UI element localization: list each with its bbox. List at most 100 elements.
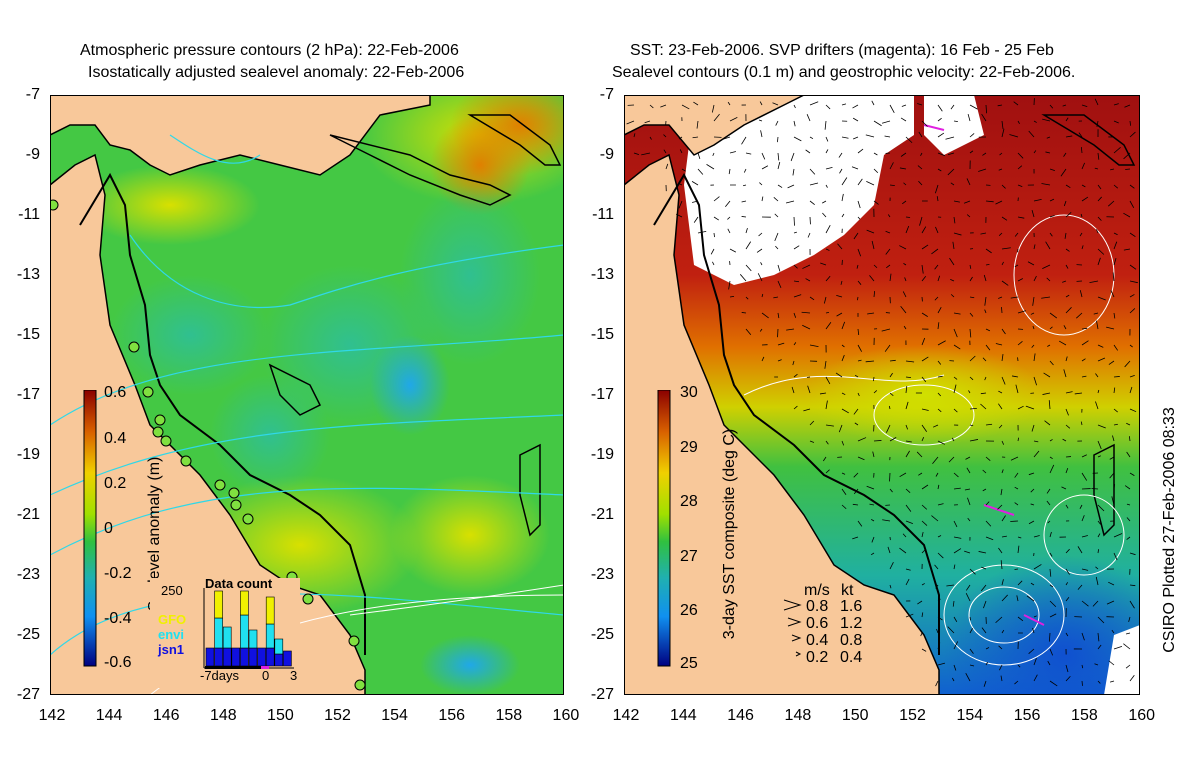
speed-kt: 1.2: [840, 615, 863, 632]
velocity-vector: [937, 360, 942, 365]
velocity-vector: [997, 104, 1003, 107]
sst-tick: 28: [680, 493, 698, 510]
velocity-vector: [964, 550, 971, 554]
velocity-vector: [985, 661, 988, 666]
velocity-vector: [1065, 212, 1072, 218]
velocity-vector: [1125, 632, 1131, 635]
velocity-vector: [866, 485, 875, 490]
velocity-vector: [692, 136, 699, 139]
velocity-vector: [693, 101, 699, 106]
velocity-vector: [963, 200, 971, 204]
velocity-vector: [1109, 456, 1115, 460]
velocity-vector: [1096, 320, 1099, 330]
velocity-vector: [1032, 325, 1035, 330]
velocity-vector: [921, 337, 926, 346]
velocity-vector: [697, 230, 707, 234]
velocity-vector: [1046, 136, 1051, 139]
velocity-vector: [873, 120, 882, 127]
velocity-vector: [852, 536, 859, 540]
velocity-vector: [872, 451, 875, 458]
velocity-vector: [1065, 408, 1069, 416]
velocity-vector: [775, 120, 779, 126]
velocity-vector: [809, 168, 816, 175]
latitude-tick-label: -21: [16, 506, 40, 523]
velocity-vector: [969, 328, 972, 338]
longitude-tick-label: 148: [784, 707, 812, 724]
velocity-vector: [873, 168, 879, 174]
velocity-vector: [1097, 504, 1105, 512]
speed-ms: 0.8: [806, 598, 829, 615]
velocity-vector: [969, 664, 975, 667]
velocity-vector: [857, 328, 860, 336]
histogram-bar-jsn1: [231, 647, 241, 667]
velocity-vector: [802, 324, 811, 330]
velocity-vector: [1080, 213, 1083, 218]
velocity-vector: [995, 343, 1003, 346]
velocity-vector: [953, 120, 958, 122]
velocity-vector: [1129, 584, 1136, 587]
velocity-vector: [889, 584, 892, 589]
velocity-vector: [965, 584, 971, 591]
latitude-tick-label: -15: [590, 326, 614, 343]
latitude-tick-label: -13: [16, 266, 40, 283]
velocity-vector: [1113, 312, 1116, 319]
velocity-vector: [953, 216, 956, 224]
histogram-bar-jsn1: [214, 647, 223, 667]
velocity-vector: [1030, 312, 1035, 315]
latitude-tick-label: -7: [25, 86, 40, 103]
velocity-vector: [937, 132, 945, 138]
velocity-vector: [806, 114, 811, 122]
longitude-tick-label: 150: [841, 707, 869, 724]
velocity-vector: [969, 568, 976, 575]
velocity-vector: [825, 248, 830, 251]
velocity-vector: [998, 664, 1003, 671]
velocity-vector: [803, 408, 811, 412]
velocity-vector: [983, 274, 987, 282]
velocity-vector: [1129, 294, 1135, 298]
velocity-vector: [984, 376, 987, 381]
velocity-vector: [980, 403, 987, 410]
velocity-vector: [853, 472, 859, 478]
velocity-vector: [889, 359, 896, 362]
inset-ymax: 250: [161, 583, 183, 598]
velocity-vector: [946, 584, 955, 587]
velocity-vector: [969, 616, 971, 621]
velocity-vector: [966, 178, 971, 186]
velocity-vector: [1033, 376, 1037, 386]
velocity-vector: [1081, 162, 1086, 170]
velocity-vector: [1061, 486, 1067, 490]
velocity-vector: [1095, 401, 1099, 410]
velocity-vector: [1049, 168, 1055, 171]
velocity-vector: [900, 305, 907, 314]
velocity-vector: [873, 152, 878, 156]
sst-colorbar-label: 3-day SST composite (deg C): [721, 428, 738, 640]
new-guinea-landmass: [624, 95, 805, 156]
velocity-vector: [626, 120, 635, 125]
velocity-vector: [889, 437, 897, 442]
new-guinea-landmass: [50, 95, 431, 176]
velocity-vector: [841, 488, 847, 495]
velocity-vector: [1108, 360, 1115, 365]
velocity-vector: [824, 360, 827, 369]
velocity-vector: [1017, 405, 1024, 410]
velocity-vector: [825, 424, 834, 427]
velocity-vector: [967, 113, 971, 122]
velocity-vector: [1049, 215, 1055, 218]
velocity-vector: [1049, 104, 1054, 109]
left-title-line2: Isostatically adjusted sealevel anomaly:…: [88, 64, 465, 81]
velocity-vector: [1049, 613, 1057, 618]
velocity-vector: [937, 642, 941, 650]
velocity-vector: [921, 408, 929, 411]
velocity-vector: [678, 136, 683, 140]
velocity-vector: [841, 344, 845, 348]
longitude-tick-label: 158: [495, 707, 523, 724]
velocity-vector: [793, 312, 797, 318]
velocity-vector: [1106, 600, 1115, 605]
histogram-bar-gfo: [240, 590, 249, 616]
velocity-vector: [873, 200, 879, 205]
velocity-vector: [1129, 131, 1136, 138]
velocity-vector: [899, 167, 907, 170]
velocity-vector: [1097, 257, 1101, 266]
velocity-vector: [998, 168, 1003, 171]
velocity-vector: [838, 152, 843, 158]
